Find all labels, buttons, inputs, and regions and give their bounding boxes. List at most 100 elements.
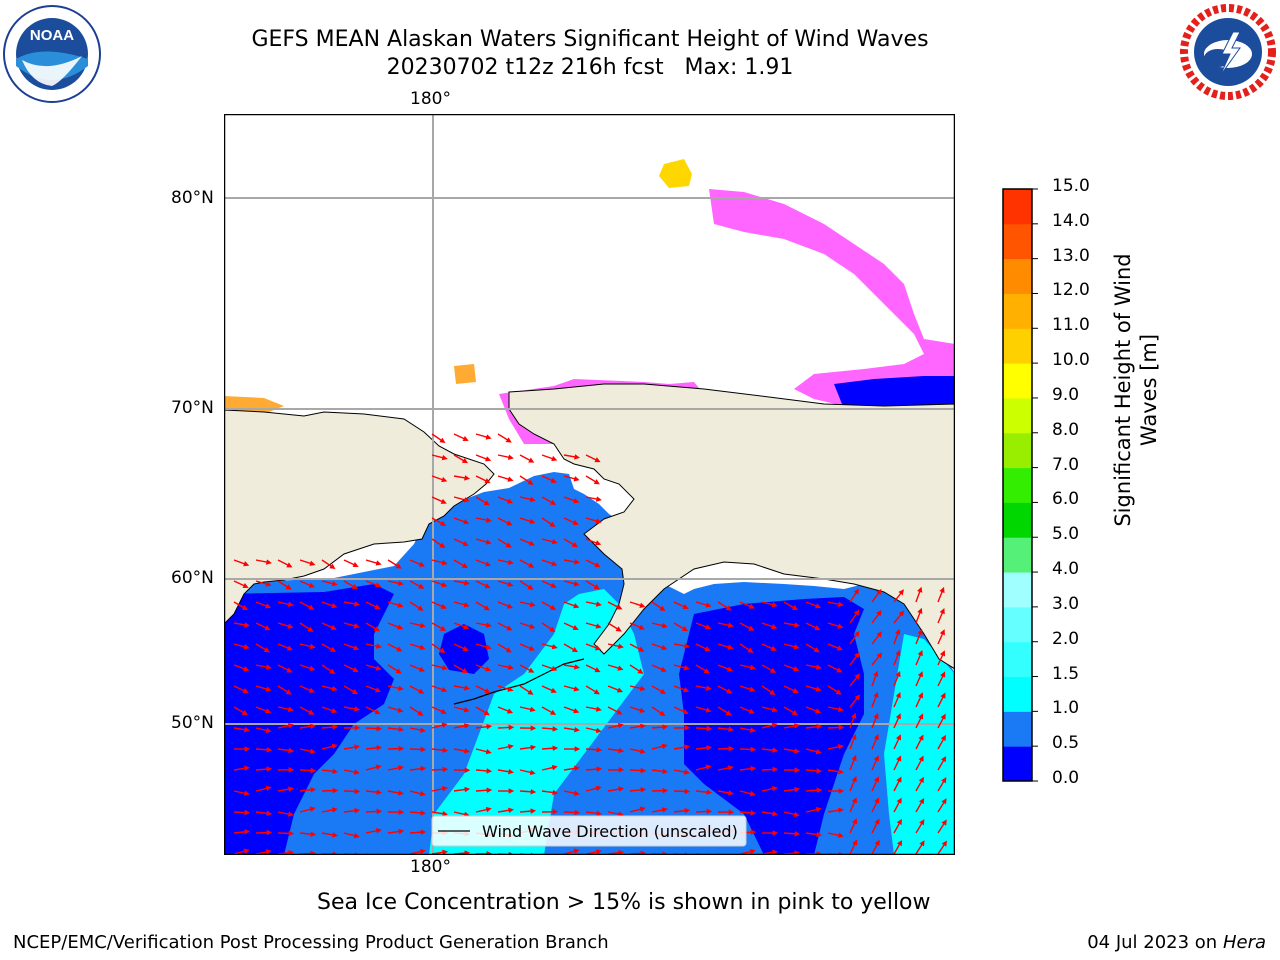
colorbar-tick-label: 1.0 bbox=[1052, 698, 1080, 719]
lon-label-bottom: 180° bbox=[410, 857, 451, 877]
wind-arrow bbox=[871, 712, 879, 729]
wind-arrow bbox=[233, 580, 249, 589]
wind-arrow bbox=[915, 734, 924, 750]
wind-arrow bbox=[255, 664, 272, 670]
wind-arrow bbox=[409, 790, 426, 797]
wind-arrow bbox=[321, 580, 338, 587]
wind-arrow bbox=[233, 622, 251, 628]
wind-arrow bbox=[387, 559, 402, 569]
wind-arrow bbox=[827, 832, 844, 838]
wind-arrow bbox=[739, 706, 755, 714]
wind-arrow bbox=[431, 849, 449, 855]
wind-arrow bbox=[563, 580, 580, 587]
wind-arrow bbox=[607, 622, 622, 632]
wind-arrow bbox=[497, 724, 515, 731]
wind-arrow bbox=[563, 643, 579, 653]
wind-arrow bbox=[321, 832, 339, 838]
wind-arrow bbox=[365, 685, 382, 693]
wind-arrow bbox=[475, 748, 492, 755]
wind-arrow bbox=[761, 722, 778, 729]
wind-arrow bbox=[651, 643, 668, 651]
colorbar-tick-label: 15.0 bbox=[1052, 176, 1090, 196]
wind-arrow bbox=[233, 790, 250, 796]
wind-arrow bbox=[937, 650, 946, 666]
wind-arrow bbox=[915, 650, 923, 666]
wind-arrow bbox=[761, 849, 779, 855]
wind-arrow bbox=[871, 610, 882, 624]
wind-arrow bbox=[783, 811, 800, 818]
wind-arrow bbox=[937, 819, 947, 834]
colorbar-tick-label: 0.0 bbox=[1052, 768, 1080, 788]
wind-arrow bbox=[607, 849, 625, 855]
wind-arrow bbox=[519, 643, 535, 651]
noaa-logo-text: NOAA bbox=[30, 27, 74, 44]
wind-arrow bbox=[453, 786, 471, 793]
wind-arrow bbox=[739, 685, 756, 692]
wind-arrow bbox=[255, 559, 272, 565]
wind-arrow bbox=[541, 789, 559, 796]
wind-arrow bbox=[695, 725, 713, 732]
sea-ice-caption: Sea Ice Concentration > 15% is shown in … bbox=[317, 890, 931, 915]
colorbar-title: Significant Height of Wind Waves [m] bbox=[1110, 220, 1170, 560]
wind-arrow bbox=[299, 787, 317, 793]
wind-arrow bbox=[915, 776, 924, 792]
wind-arrow bbox=[365, 828, 382, 834]
wind-arrow bbox=[563, 685, 580, 692]
wind-arrow bbox=[937, 755, 947, 771]
wind-arrow bbox=[497, 538, 512, 548]
wind-arrow bbox=[277, 580, 292, 590]
wind-arrow bbox=[321, 787, 339, 794]
wind-arrow bbox=[365, 764, 382, 771]
wind-arrow bbox=[387, 745, 405, 752]
wind-arrow bbox=[519, 808, 537, 814]
wind-arrow bbox=[761, 786, 778, 792]
wind-arrow bbox=[629, 685, 646, 692]
wind-arrow bbox=[519, 601, 536, 608]
wind-arrow bbox=[233, 829, 251, 835]
footer-date: 04 Jul 2023 on Hera bbox=[1087, 932, 1266, 953]
wind-arrow bbox=[321, 664, 336, 675]
wind-arrow bbox=[343, 664, 359, 673]
wind-arrow bbox=[475, 601, 490, 611]
colorbar-segment bbox=[1003, 502, 1032, 538]
map-frame bbox=[224, 114, 955, 855]
wind-arrow bbox=[563, 454, 581, 460]
wind-arrow bbox=[497, 744, 514, 750]
wind-arrow bbox=[607, 664, 624, 671]
wind-arrow bbox=[739, 746, 757, 753]
colorbar-tick-label: 4.0 bbox=[1052, 559, 1080, 580]
wind-arrow bbox=[563, 622, 579, 631]
wind-arrow bbox=[783, 786, 801, 793]
wind-arrow bbox=[761, 747, 779, 753]
wind-arrow bbox=[673, 788, 691, 795]
wind-arrow bbox=[431, 538, 446, 549]
wind-arrow bbox=[563, 706, 580, 714]
wind-arrow bbox=[585, 766, 603, 772]
wind-arrow bbox=[453, 811, 470, 818]
lat-label-80n: 80°N bbox=[171, 188, 214, 208]
wind-arrow bbox=[607, 685, 624, 693]
wind-arrow bbox=[497, 496, 514, 504]
wind-arrow bbox=[277, 622, 294, 629]
wind-arrow bbox=[233, 765, 251, 772]
wind-arrow bbox=[739, 765, 757, 772]
wind-arrow bbox=[475, 580, 491, 589]
wind-arrow bbox=[409, 706, 424, 716]
wind-arrow bbox=[541, 764, 558, 771]
wind-arrow bbox=[519, 706, 536, 713]
wind-arrow bbox=[673, 685, 690, 693]
land-alaska bbox=[508, 383, 955, 670]
wind-arrow bbox=[453, 643, 469, 652]
wind-arrow bbox=[255, 685, 272, 692]
wind-arrow bbox=[585, 643, 602, 651]
wind-arrow bbox=[431, 601, 447, 609]
wind-arrow bbox=[365, 808, 383, 815]
wind-arrow bbox=[475, 517, 492, 523]
wind-arrow bbox=[717, 685, 733, 694]
wind-arrow bbox=[497, 664, 514, 670]
wind-arrow bbox=[321, 622, 337, 630]
wind-arrow bbox=[871, 734, 879, 750]
wind-arrow bbox=[541, 496, 557, 505]
wind-arrow bbox=[805, 601, 822, 609]
wind-arrow bbox=[629, 748, 646, 754]
